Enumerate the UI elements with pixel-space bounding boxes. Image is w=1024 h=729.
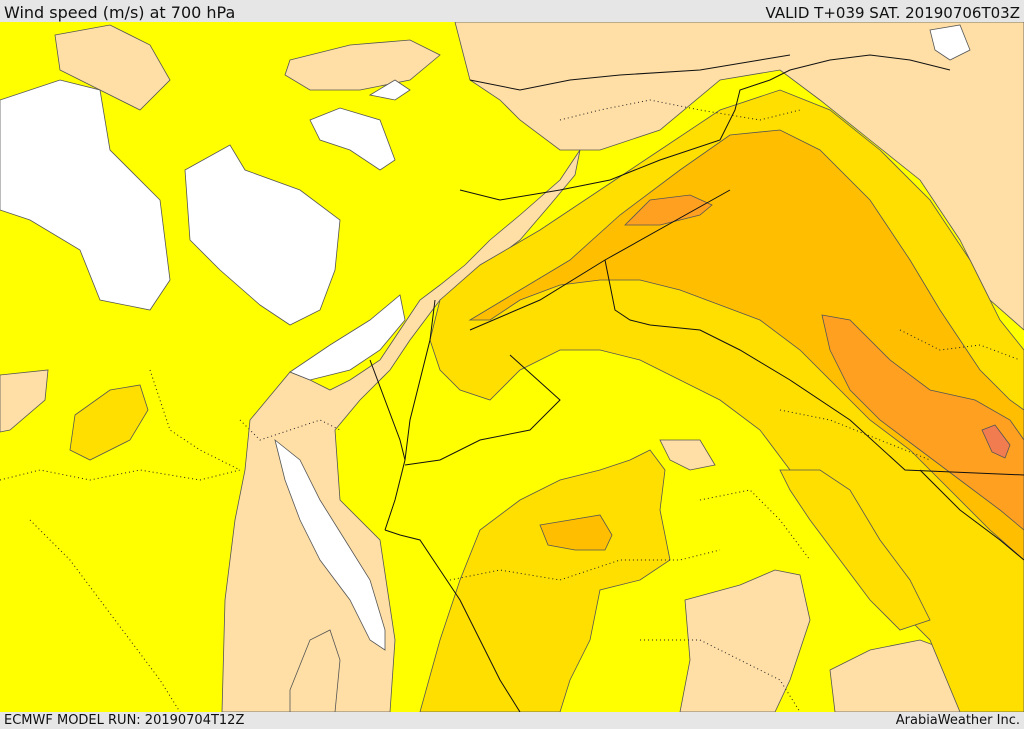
low-wind-north-aegean xyxy=(284,39,441,91)
iraq-saudi-border xyxy=(919,469,1024,561)
syria-iraq-border xyxy=(604,259,1024,476)
moderate-saudi xyxy=(419,449,671,712)
low-wind-turkey xyxy=(454,22,1024,331)
turkey-north-border xyxy=(469,54,791,91)
low-wind-levant xyxy=(221,149,581,712)
country-borders xyxy=(369,54,1024,712)
iraq-jordan-border xyxy=(469,189,731,331)
calm-wind-areas xyxy=(0,24,971,651)
egypt-sinai-border xyxy=(369,359,406,531)
wind-map-svg xyxy=(0,22,1024,712)
low-wind-balkans xyxy=(54,24,171,111)
calm-greece xyxy=(0,79,171,311)
strongest-wind-areas xyxy=(981,424,1011,459)
admin-boundaries xyxy=(0,99,1021,712)
calm-red-sea xyxy=(274,438,386,651)
low-wind-east-egypt xyxy=(289,629,341,712)
stronger-syria xyxy=(624,194,713,226)
saudi-red-sea-border xyxy=(384,529,521,712)
low-wind-saudi-central xyxy=(679,569,811,712)
calm-east-med xyxy=(289,294,406,381)
turkey-syria-border xyxy=(459,54,951,201)
admin-line-8 xyxy=(640,639,801,712)
low-wind-libya-coast xyxy=(0,369,49,433)
calm-black-sea-fragment xyxy=(368,79,411,101)
valid-time: VALID T+039 SAT. 20190706T03Z xyxy=(765,4,1020,22)
model-run-label: ECMWF MODEL RUN: 20190704T12Z xyxy=(4,713,245,728)
calm-north-sea xyxy=(309,107,396,171)
admin-line-10 xyxy=(899,329,1021,361)
map-title: Wind speed (m/s) at 700 hPa xyxy=(4,3,236,22)
stronger-wind-areas xyxy=(624,194,1024,531)
moderate-libya xyxy=(69,384,149,461)
map-header: Wind speed (m/s) at 700 hPa VALID T+039 … xyxy=(0,0,1024,22)
strong-saudi-patch xyxy=(539,514,613,551)
admin-line-2 xyxy=(29,519,181,712)
admin-line-5 xyxy=(699,489,811,561)
israel-jordan-border xyxy=(404,299,436,461)
wind-speed-map xyxy=(0,22,1024,712)
moderate-iraq-south xyxy=(779,469,931,631)
credit-label: ArabiaWeather Inc. xyxy=(895,713,1020,728)
map-footer: ECMWF MODEL RUN: 20190704T12Z ArabiaWeat… xyxy=(0,712,1024,729)
strongest-core xyxy=(981,424,1011,459)
calm-aegean xyxy=(184,144,341,326)
strong-jet-core xyxy=(468,129,1024,561)
strong-wind-areas xyxy=(468,129,1024,561)
calm-caspian xyxy=(929,24,971,61)
stronger-iraq xyxy=(821,314,1024,531)
jordan-saudi-border xyxy=(404,354,561,466)
low-wind-sinai-east xyxy=(659,439,716,471)
